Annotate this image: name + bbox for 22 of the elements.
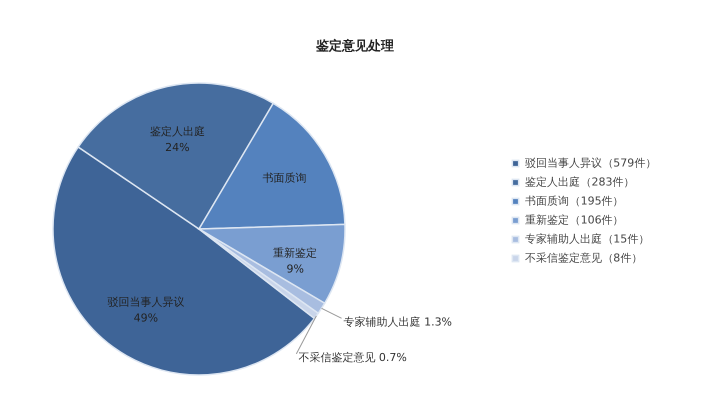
data-label: 49% <box>134 311 158 324</box>
category-label: 专家辅助人出庭 1.3% <box>344 315 452 328</box>
text: （15件） <box>602 232 650 246</box>
data-label: 9% <box>286 262 304 276</box>
legend-label: 鉴定人出庭 <box>525 176 580 188</box>
legend-label: 重新鉴定 <box>525 214 569 226</box>
slice-label: 书面质询 <box>262 171 306 184</box>
text: （283件） <box>580 175 634 188</box>
chart-title: 鉴定意见处理 <box>315 38 394 54</box>
slice-label: 驳回当事人异议 <box>107 295 184 308</box>
legend-label: 驳回当事人异议 <box>525 156 602 170</box>
slice-label: 重新鉴定 <box>273 246 318 260</box>
slice-label: 鉴定人出庭 <box>150 125 205 138</box>
legend-label: 专家辅助人出庭 <box>525 232 602 246</box>
text: （195件） <box>570 194 624 208</box>
category-label: 不采信鉴定意见 0.7% <box>298 350 407 364</box>
legend-label: 书面质询 <box>525 194 569 208</box>
legend-label: 不采信鉴定意见 <box>525 252 602 264</box>
text: （106件） <box>570 213 624 226</box>
text: （579件） <box>602 156 656 170</box>
text: （8件） <box>602 251 642 264</box>
data-label: 24% <box>165 141 190 154</box>
